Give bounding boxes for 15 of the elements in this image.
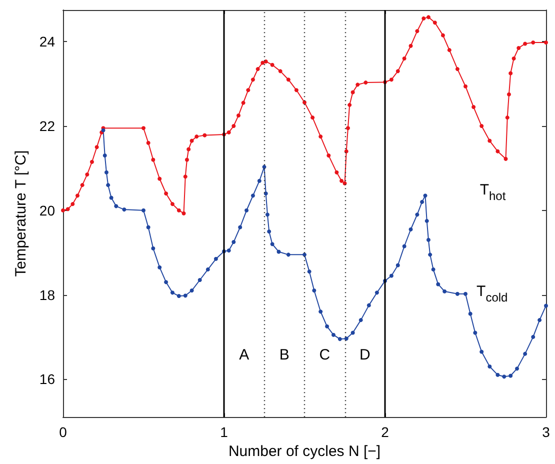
x-tick-label: 1 xyxy=(220,424,228,440)
y-tick-label: 20 xyxy=(39,202,56,218)
x-axis-title: Number of cycles N [−] xyxy=(228,443,381,460)
y-tick-label: 24 xyxy=(39,34,56,50)
annotation: B xyxy=(279,346,290,364)
y-tick-label: 16 xyxy=(39,371,56,388)
y-tick-label: 18 xyxy=(39,286,56,303)
y-axis-title: Temperature T [°C] xyxy=(12,150,30,277)
annotation: A xyxy=(239,346,250,364)
annotation: D xyxy=(359,346,370,364)
x-tick-label: 0 xyxy=(59,424,68,440)
x-tick-label: 3 xyxy=(542,424,550,440)
annotation: C xyxy=(319,346,330,364)
x-tick-label: 2 xyxy=(381,424,390,440)
y-tick-label: 22 xyxy=(39,118,56,134)
